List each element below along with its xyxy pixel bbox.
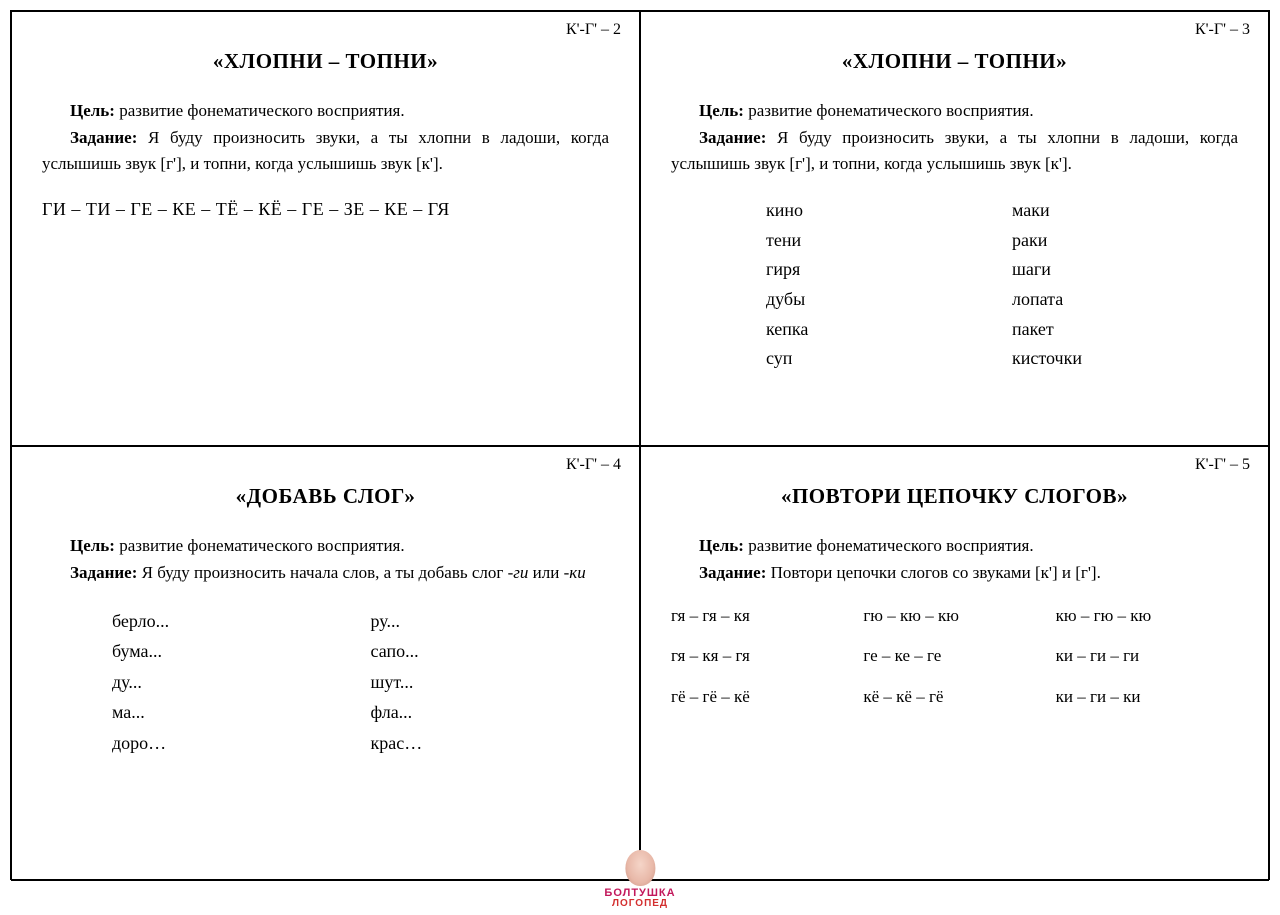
list-item: дубы	[766, 285, 992, 315]
card-title: «ДОБАВЬ СЛОГ»	[42, 481, 609, 513]
list-item: кисточки	[1012, 344, 1238, 374]
list-item: ру...	[371, 606, 610, 637]
card-5: К'-Г' – 5 «ПОВТОРИ ЦЕПОЧКУ СЛОГОВ» Цель:…	[640, 446, 1269, 881]
task: Задание: Я буду произносить начала слов,…	[42, 560, 609, 586]
goal-text: развитие фонематического восприятия.	[744, 101, 1034, 120]
col-2: гю – кю – кю ге – ке – ге кё – кё – гё	[863, 596, 1045, 718]
col-3: кю – гю – кю ки – ги – ги ки – ги – ки	[1056, 596, 1238, 718]
list-item: бума...	[112, 636, 351, 667]
list-item: ду...	[112, 667, 351, 698]
task-label: Задание:	[699, 128, 766, 147]
goal-text: развитие фонематического восприятия.	[115, 101, 405, 120]
task: Задание: Я буду произносить звуки, а ты …	[42, 125, 609, 176]
list-item: доро…	[112, 728, 351, 759]
list-item: ге – ке – ге	[863, 636, 1045, 677]
list-item: гя – гя – кя	[671, 596, 853, 637]
goal: Цель: развитие фонематического восприяти…	[671, 98, 1238, 124]
list-item: суп	[766, 344, 992, 374]
card-label: К'-Г' – 4	[566, 453, 621, 477]
list-item: раки	[1012, 226, 1238, 256]
word-columns: берло... бума... ду... ма... доро… ру...…	[112, 606, 609, 759]
list-item: пакет	[1012, 315, 1238, 345]
list-item: кю – гю – кю	[1056, 596, 1238, 637]
card-4: К'-Г' – 4 «ДОБАВЬ СЛОГ» Цель: развитие ф…	[11, 446, 640, 881]
col-1: берло... бума... ду... ма... доро…	[112, 606, 351, 759]
list-item: ки – ги – ги	[1056, 636, 1238, 677]
task-text: Повтори цепочки слогов со звуками [к'] и…	[766, 563, 1100, 582]
card-label: К'-Г' – 5	[1195, 453, 1250, 477]
card-grid: К'-Г' – 2 «ХЛОПНИ – ТОПНИ» Цель: развити…	[10, 10, 1270, 880]
logo: БОЛТУШКА ЛОГОПЕД	[604, 850, 675, 909]
goal-label: Цель:	[699, 101, 744, 120]
word-columns: кино тени гиря дубы кепка суп маки раки …	[766, 196, 1238, 374]
card-title: «ПОВТОРИ ЦЕПОЧКУ СЛОГОВ»	[671, 481, 1238, 513]
task-mid: или	[528, 563, 563, 582]
goal: Цель: развитие фонематического восприяти…	[42, 98, 609, 124]
list-item: кепка	[766, 315, 992, 345]
col-1: гя – гя – кя гя – кя – гя гё – гё – кё	[671, 596, 853, 718]
goal: Цель: развитие фонематического восприяти…	[42, 533, 609, 559]
task-label: Задание:	[70, 128, 137, 147]
list-item: гиря	[766, 255, 992, 285]
logo-text-2: ЛОГОПЕД	[604, 899, 675, 909]
card-2: К'-Г' – 2 «ХЛОПНИ – ТОПНИ» Цель: развити…	[11, 11, 640, 446]
list-item: гя – кя – гя	[671, 636, 853, 677]
logo-icon	[625, 850, 655, 886]
col-2: ру... сапо... шут... фла... крас…	[371, 606, 610, 759]
task-text-pre: Я буду произносить начала слов, а ты доб…	[137, 563, 507, 582]
card-label: К'-Г' – 2	[566, 18, 621, 42]
card-label: К'-Г' – 3	[1195, 18, 1250, 42]
task-label: Задание:	[70, 563, 137, 582]
list-item: гю – кю – кю	[863, 596, 1045, 637]
list-item: гё – гё – кё	[671, 677, 853, 718]
list-item: ки – ги – ки	[1056, 677, 1238, 718]
chain-columns: гя – гя – кя гя – кя – гя гё – гё – кё г…	[671, 596, 1238, 718]
col-2: маки раки шаги лопата пакет кисточки	[1012, 196, 1238, 374]
list-item: крас…	[371, 728, 610, 759]
list-item: лопата	[1012, 285, 1238, 315]
list-item: берло...	[112, 606, 351, 637]
goal-label: Цель:	[70, 101, 115, 120]
goal: Цель: развитие фонематического восприяти…	[671, 533, 1238, 559]
card-3: К'-Г' – 3 «ХЛОПНИ – ТОПНИ» Цель: развити…	[640, 11, 1269, 446]
card-title: «ХЛОПНИ – ТОПНИ»	[671, 46, 1238, 78]
syllable-line: ГИ – ТИ – ГЕ – КЕ – ТЁ – КЁ – ГЕ – ЗЕ – …	[42, 196, 609, 223]
task: Задание: Повтори цепочки слогов со звука…	[671, 560, 1238, 586]
list-item: фла...	[371, 697, 610, 728]
list-item: сапо...	[371, 636, 610, 667]
list-item: маки	[1012, 196, 1238, 226]
card-title: «ХЛОПНИ – ТОПНИ»	[42, 46, 609, 78]
task-label: Задание:	[699, 563, 766, 582]
list-item: кё – кё – гё	[863, 677, 1045, 718]
task-italic1: -ги	[508, 563, 529, 582]
goal-label: Цель:	[70, 536, 115, 555]
list-item: кино	[766, 196, 992, 226]
col-1: кино тени гиря дубы кепка суп	[766, 196, 992, 374]
list-item: ма...	[112, 697, 351, 728]
list-item: шут...	[371, 667, 610, 698]
task-italic2: -ки	[564, 563, 586, 582]
task: Задание: Я буду произносить звуки, а ты …	[671, 125, 1238, 176]
goal-text: развитие фонематического восприятия.	[744, 536, 1034, 555]
list-item: шаги	[1012, 255, 1238, 285]
goal-text: развитие фонематического восприятия.	[115, 536, 405, 555]
goal-label: Цель:	[699, 536, 744, 555]
list-item: тени	[766, 226, 992, 256]
content: ГИ – ТИ – ГЕ – КЕ – ТЁ – КЁ – ГЕ – ЗЕ – …	[42, 196, 609, 223]
